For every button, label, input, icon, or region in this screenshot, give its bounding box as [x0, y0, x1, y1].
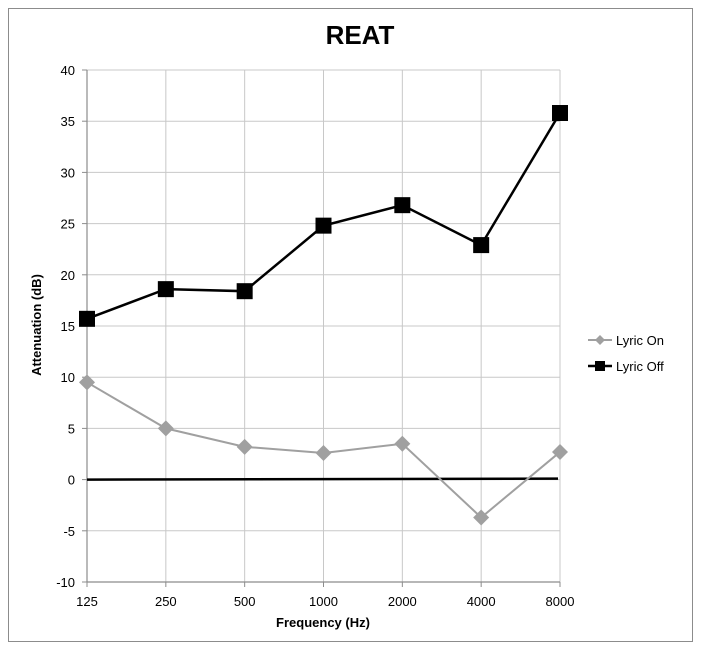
gridlines [86, 69, 561, 583]
lyric-on-point [157, 420, 174, 437]
legend-marker-lyric-on [595, 335, 605, 345]
y-tick-label: 40 [61, 63, 75, 78]
y-tick-label: 15 [61, 319, 75, 334]
lyric-off-point [394, 197, 411, 214]
x-tick-label: 500 [234, 594, 256, 609]
x-tick-label: 4000 [467, 594, 496, 609]
y-tick-label: -10 [56, 575, 75, 590]
lyric-on-point [552, 443, 568, 460]
lyric-off-point [552, 105, 568, 122]
chart-frame [8, 8, 693, 642]
y-tick-label: 0 [68, 473, 75, 488]
x-tick-label: 125 [76, 594, 98, 609]
y-axis-title: Attenuation (dB) [29, 274, 44, 376]
x-tick-labels: 125 250 500 1000 2000 4000 8000 [76, 594, 574, 609]
y-tick-label: -5 [63, 524, 75, 539]
lyric-on-point [473, 509, 490, 526]
y-tick-label: 10 [61, 370, 75, 385]
y-tick-label: 35 [61, 114, 75, 129]
lyric-off-point [157, 281, 174, 298]
zero-reference-line [86, 477, 559, 481]
lyric-off-point [473, 237, 490, 254]
chart-title: REAT [326, 20, 395, 50]
y-tick-label: 20 [61, 268, 75, 283]
lyric-off-point [79, 310, 95, 327]
lyric-on-point [394, 435, 411, 452]
x-tick-label: 2000 [388, 594, 417, 609]
legend-marker-lyric-off [595, 361, 605, 371]
series-markers [79, 105, 568, 526]
lyric-on-point [236, 438, 253, 455]
axes [82, 69, 561, 587]
y-tick-label: 5 [68, 421, 75, 436]
legend-label-lyric-on: Lyric On [616, 333, 664, 348]
x-tick-label: 8000 [546, 594, 575, 609]
lyric-off-point [236, 283, 253, 300]
lyric-on-point [315, 444, 332, 461]
y-tick-labels: -10 -5 0 5 10 15 20 25 30 35 40 [56, 63, 75, 590]
lyric-off-point [315, 217, 332, 234]
legend-label-lyric-off: Lyric Off [616, 359, 664, 374]
x-axis-title: Frequency (Hz) [276, 615, 370, 630]
x-tick-label: 1000 [309, 594, 338, 609]
x-tick-label: 250 [155, 594, 177, 609]
legend: Lyric On Lyric Off [588, 333, 664, 374]
y-tick-label: 30 [61, 165, 75, 180]
lyric-on-point [79, 374, 95, 391]
y-tick-label: 25 [61, 217, 75, 232]
